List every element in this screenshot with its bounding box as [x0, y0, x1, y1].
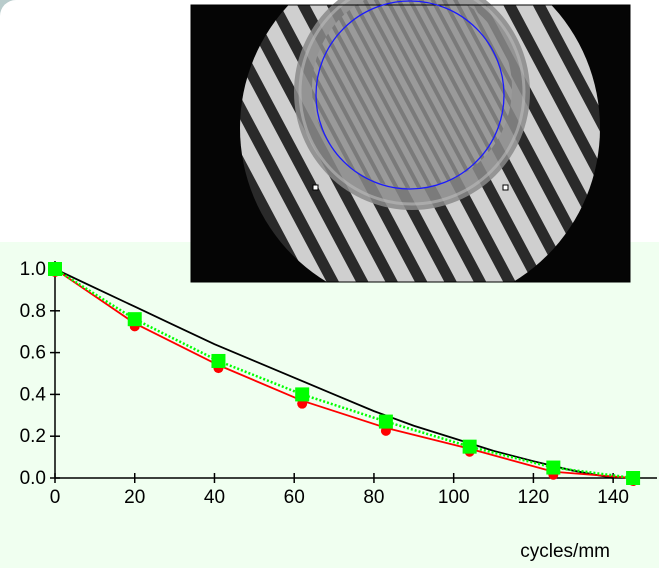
y-tick-label: 0.6: [20, 343, 46, 364]
marker: [378, 414, 393, 429]
x-tick-label: 120: [518, 487, 550, 508]
marker: [127, 312, 142, 327]
x-tick-label: 40: [204, 487, 225, 508]
x-tick-label: 20: [124, 487, 145, 508]
y-tick-label: 0.0: [20, 468, 46, 489]
x-axis-label: cycles/mm: [520, 541, 610, 562]
marker: [48, 262, 62, 276]
x-tick-label: 80: [363, 487, 384, 508]
x-tick-label: 0: [50, 487, 61, 508]
y-tick-label: 0.2: [20, 426, 46, 447]
marker: [546, 460, 561, 475]
series-line: [54, 268, 614, 479]
y-tick-label: 0.8: [20, 301, 46, 322]
x-tick-label: 140: [597, 487, 629, 508]
y-tick-label: 0.4: [20, 384, 47, 405]
marker: [211, 353, 226, 368]
marker: [295, 387, 310, 402]
y-tick-label: 1.0: [20, 259, 46, 280]
marker: [626, 471, 641, 485]
plot-background: [0, 242, 659, 568]
series-line: [54, 267, 634, 480]
x-tick-label: 60: [284, 487, 305, 508]
marker: [462, 439, 477, 454]
series-line: [54, 268, 634, 479]
x-tick-label: 100: [438, 487, 470, 508]
